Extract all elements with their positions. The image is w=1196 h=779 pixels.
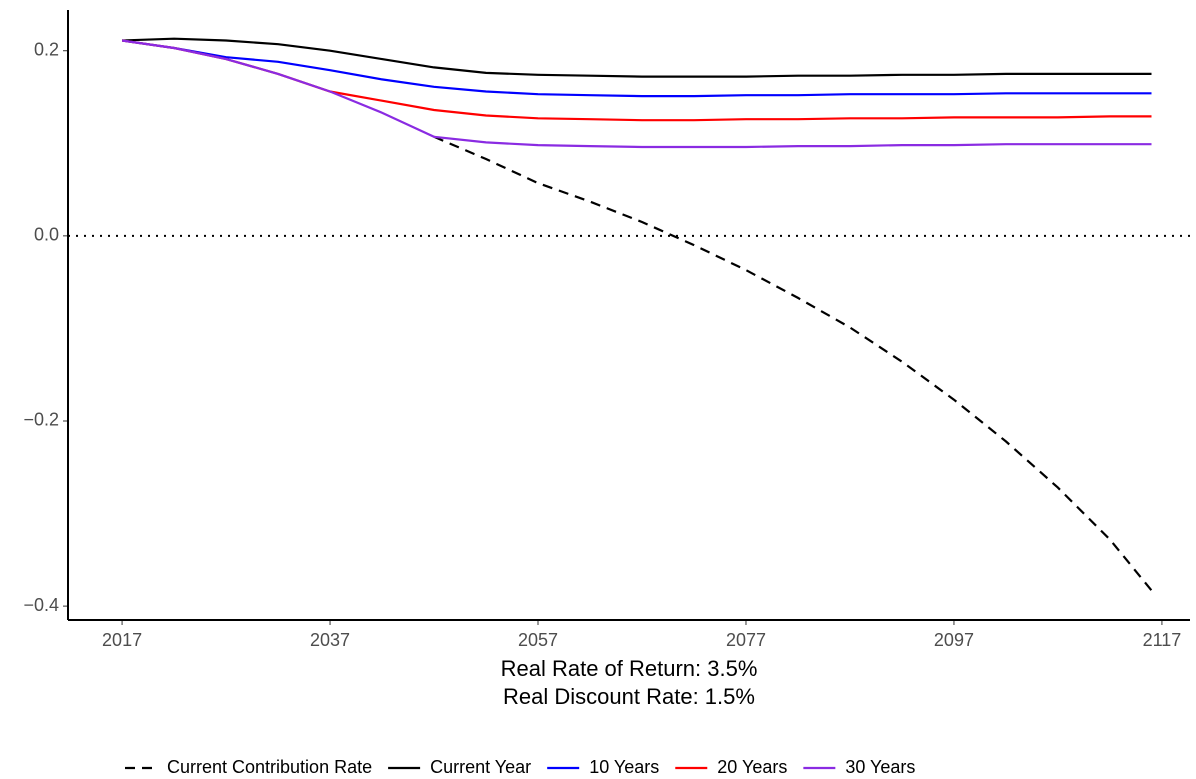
- legend-label: Current Contribution Rate: [167, 757, 372, 777]
- series-line: [121, 39, 1152, 122]
- y-tick-label: 0.2: [34, 39, 59, 59]
- series-line: [121, 39, 1152, 149]
- legend-label: 20 Years: [717, 757, 787, 777]
- x-axis-label: Real Rate of Return: 3.5%: [501, 656, 758, 681]
- legend-label: 30 Years: [845, 757, 915, 777]
- x-tick-label: 2117: [1143, 630, 1182, 650]
- legend-label: 10 Years: [589, 757, 659, 777]
- x-tick-label: 2057: [518, 630, 558, 650]
- y-tick-label: −0.4: [23, 595, 59, 615]
- legend-label: Current Year: [430, 757, 531, 777]
- y-tick-label: −0.2: [23, 410, 59, 430]
- x-tick-label: 2077: [726, 630, 766, 650]
- x-tick-label: 2017: [102, 630, 142, 650]
- series-line: [433, 135, 1153, 592]
- x-axis-label: Real Discount Rate: 1.5%: [503, 684, 755, 709]
- series-line: [122, 37, 1152, 78]
- x-tick-label: 2097: [934, 630, 974, 650]
- y-tick-label: 0.0: [34, 225, 59, 245]
- x-tick-label: 2037: [310, 630, 350, 650]
- series-line: [121, 39, 1152, 98]
